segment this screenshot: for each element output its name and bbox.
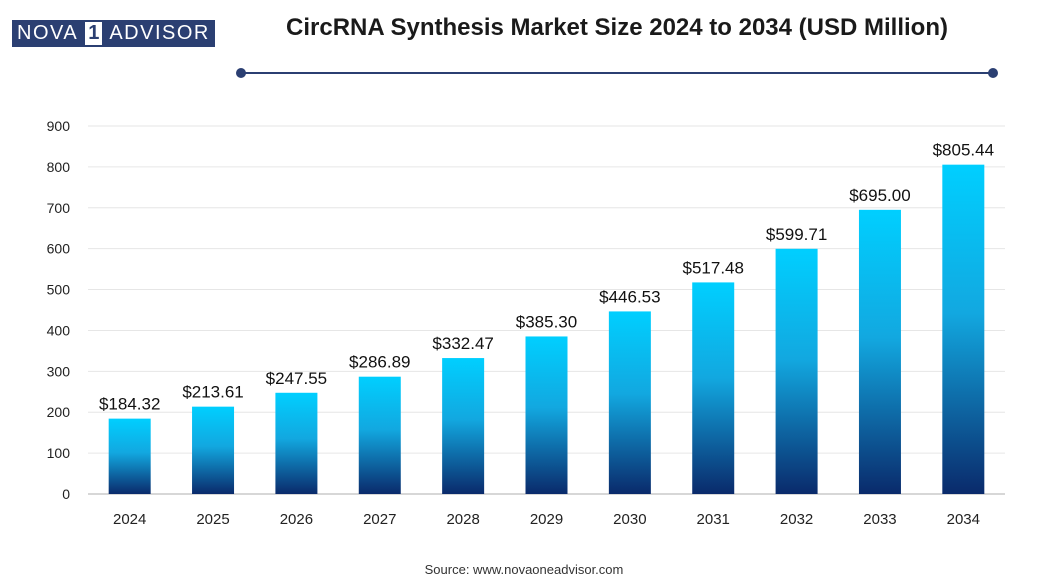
x-axis: 2024 2025 2026 2027 2028 2029 2030 2031 2032 2033… — [113, 511, 980, 528]
logo-text-right: ADVISOR — [104, 20, 215, 47]
y-tick-label: 900 — [47, 118, 71, 134]
data-label-2024: $184.32 — [99, 395, 160, 414]
data-label-2031: $517.48 — [683, 258, 744, 277]
underline-right-dot — [988, 68, 998, 78]
x-tick-label-2024: 2024 — [113, 511, 146, 528]
y-tick-label: 700 — [47, 200, 71, 216]
y-tick-label: 200 — [47, 404, 71, 420]
data-label-2030: $446.53 — [599, 287, 660, 306]
bar-2030 — [608, 311, 651, 494]
y-tick-label: 400 — [47, 322, 71, 338]
y-axis: 0 100 200 300 400 500 600 700 800 900 — [47, 118, 71, 502]
x-tick-label-2033: 2033 — [863, 511, 896, 528]
data-label-2034: $805.44 — [933, 141, 994, 160]
bars — [108, 164, 985, 495]
brand-logo: NOVA 1 ADVISOR — [12, 20, 215, 47]
y-tick-label: 100 — [47, 445, 71, 461]
bar-2028 — [442, 358, 485, 494]
bar-2034 — [942, 164, 985, 494]
title-underline — [236, 68, 998, 78]
logo-text-left: NOVA — [12, 20, 84, 47]
logo-text-mid: 1 — [83, 20, 105, 47]
bar-2025 — [192, 406, 235, 494]
data-label-2029: $385.30 — [516, 312, 577, 331]
y-tick-label: 0 — [62, 486, 70, 502]
x-tick-label-2030: 2030 — [613, 511, 646, 528]
bar-2024 — [108, 418, 151, 494]
x-tick-label-2032: 2032 — [780, 511, 813, 528]
x-tick-label-2031: 2031 — [697, 511, 730, 528]
bar-2033 — [858, 209, 901, 495]
bar-2029 — [525, 336, 568, 494]
x-tick-label-2029: 2029 — [530, 511, 563, 528]
bar-2026 — [275, 392, 318, 494]
data-label-2027: $286.89 — [349, 353, 410, 372]
y-tick-label: 800 — [47, 159, 71, 175]
source-note: Source: www.novaoneadvisor.com — [424, 562, 624, 577]
data-label-2033: $695.00 — [849, 186, 910, 205]
x-tick-label-2034: 2034 — [947, 511, 980, 528]
y-tick-label: 600 — [47, 241, 71, 257]
x-tick-label-2027: 2027 — [363, 511, 396, 528]
data-label-2032: $599.71 — [766, 225, 827, 244]
x-tick-label-2025: 2025 — [196, 511, 229, 528]
bar-2032 — [775, 248, 818, 494]
underline-left-dot — [236, 68, 246, 78]
data-labels: $184.32 $213.61 $247.55 $286.89 $332.47 $385.… — [99, 141, 994, 414]
y-tick-label: 500 — [47, 282, 71, 298]
y-tick-label: 300 — [47, 363, 71, 379]
bar-2031 — [692, 282, 735, 494]
x-tick-label-2026: 2026 — [280, 511, 313, 528]
x-tick-label-2028: 2028 — [446, 511, 479, 528]
bar-2027 — [358, 376, 401, 494]
data-label-2026: $247.55 — [266, 369, 327, 388]
data-label-2025: $213.61 — [182, 383, 243, 402]
chart-title: CircRNA Synthesis Market Size 2024 to 20… — [286, 14, 948, 41]
data-label-2028: $332.47 — [432, 334, 493, 353]
